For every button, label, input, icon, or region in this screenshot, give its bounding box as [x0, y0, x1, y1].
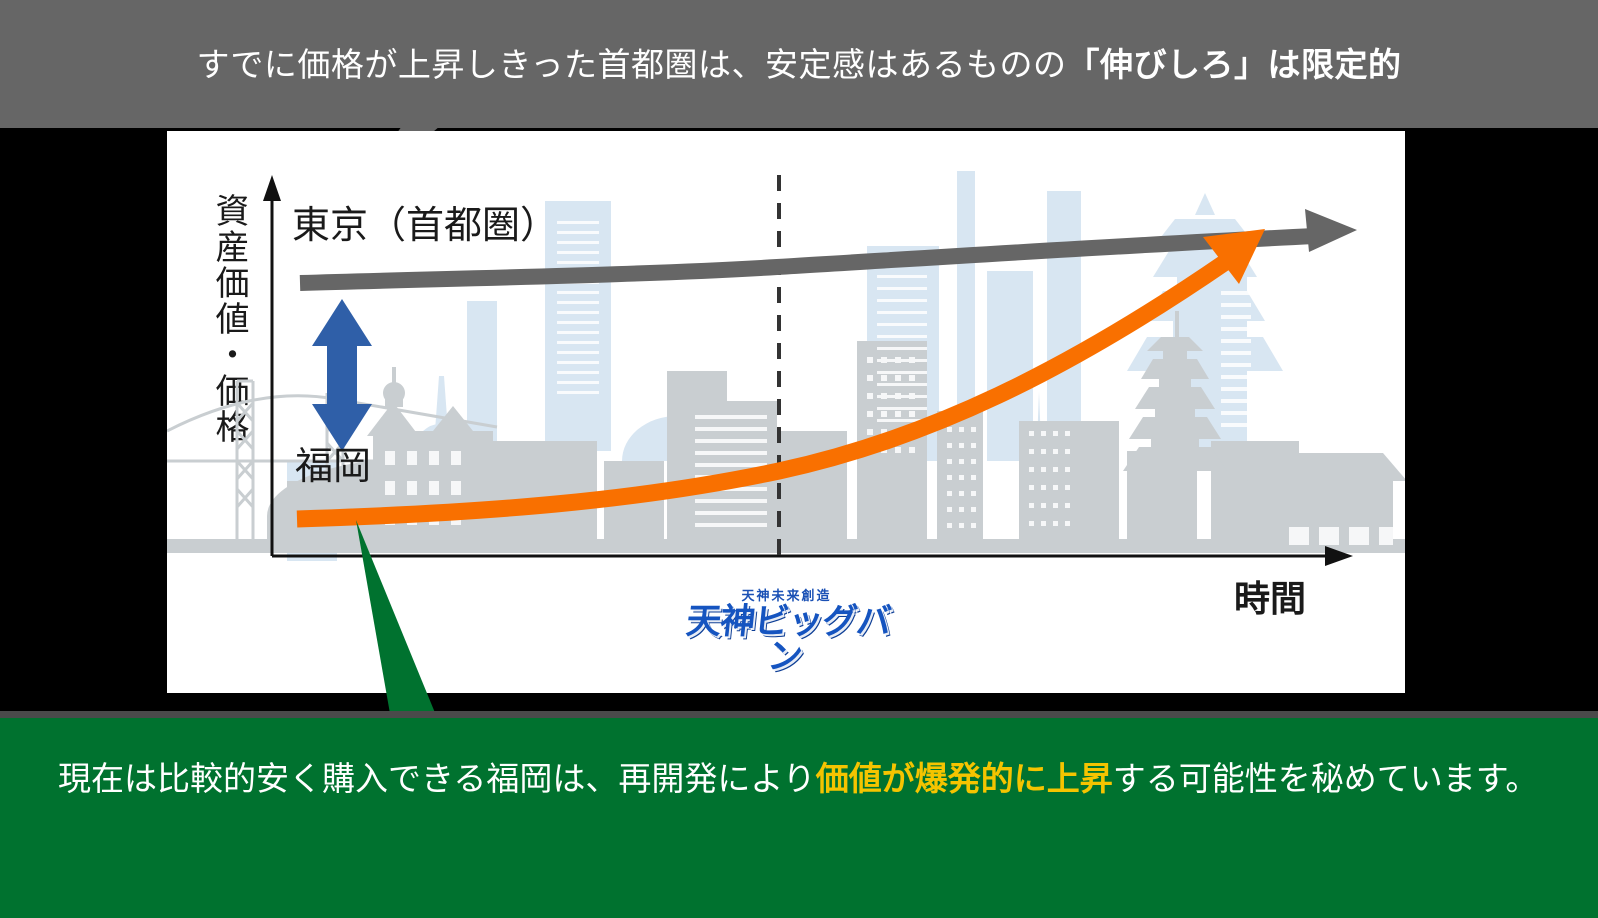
chart-panel: 資産価値・価格 — [167, 131, 1405, 693]
footer-callout-text: 現在は比較的安く購入できる福岡は、再開発により価値が爆発的に上昇する可能性を秘め… — [58, 748, 1548, 809]
tokyo-trend-line — [299, 228, 1316, 291]
chart-canvas — [167, 171, 1405, 566]
footer-text-highlight: 価値が爆発的に上昇 — [815, 760, 1113, 797]
series-label-fukuoka: 福岡 — [295, 446, 372, 488]
header-text-plain: すでに価格が上昇しきった首都圏は、安定感はあるものの — [196, 45, 1067, 83]
logo-tagline: 天神未来創造 — [741, 588, 832, 603]
tokyo-arrowhead — [1305, 209, 1357, 252]
x-axis-arrowhead — [1325, 546, 1353, 566]
fukuoka-arrowhead — [1203, 229, 1265, 284]
fukuoka-trend-line — [296, 253, 1232, 528]
header-callout-text: すでに価格が上昇しきった首都圏は、安定感はあるものの「伸びしろ」は限定的 — [196, 48, 1401, 81]
footer-text-after: する可能性を秘めています。 — [1112, 760, 1539, 797]
tenjin-bigbang-logo: 天神未来創造 天神ビッグバン — [679, 588, 894, 676]
price-gap-arrow-icon — [312, 299, 372, 451]
footer-text-before: 現在は比較的安く購入できる福岡は、再開発により — [58, 760, 816, 797]
axis-lines — [270, 191, 1332, 558]
logo-name: 天神ビッグバン — [684, 602, 893, 676]
header-callout-bar: すでに価格が上昇しきった首都圏は、安定感はあるものの「伸びしろ」は限定的 — [0, 0, 1598, 128]
y-axis-arrowhead — [263, 175, 281, 201]
series-label-tokyo: 東京（首都圏） — [292, 205, 559, 247]
header-text-emphasis: 「伸びしろ」は限定的 — [1066, 45, 1402, 83]
x-axis-label: 時間 — [1234, 578, 1307, 619]
divider-strip — [0, 711, 1598, 718]
footer-callout-banner: 現在は比較的安く購入できる福岡は、再開発により価値が爆発的に上昇する可能性を秘め… — [0, 718, 1598, 918]
